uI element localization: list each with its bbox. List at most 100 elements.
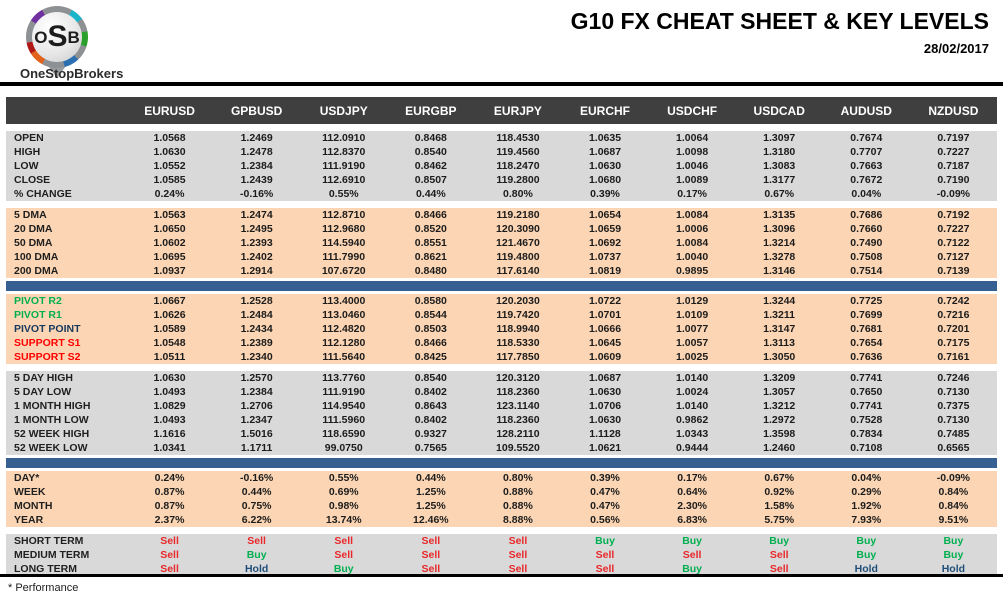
- cell-close-eurgbp: 0.8507: [414, 174, 447, 186]
- cell-5-dma-usdcad: 1.3135: [763, 209, 796, 221]
- cell-5-day-low-usdcad: 1.3057: [763, 386, 796, 398]
- cell-open-audusd: 0.7674: [850, 132, 883, 144]
- row-close: CLOSE 1.0585 1.2439 112.6910 0.8507 119.2800 1…: [6, 173, 997, 187]
- cell-month-eurusd: 0.87%: [154, 500, 185, 512]
- section-pivots: PIVOT R2 1.0667 1.2528 113.4000 0.8580 120.20…: [6, 294, 997, 364]
- cell-1-month-low-eurgbp: 0.8402: [414, 414, 447, 426]
- cell-20-dma-nzdusd: 0.7227: [937, 223, 970, 235]
- cell-low-usdcad: 1.3083: [763, 160, 796, 172]
- cell-week-nzdusd: 0.84%: [938, 486, 969, 498]
- cell-5-day-low-eurchf: 1.0630: [588, 386, 622, 398]
- row-label-1-month-high: 1 MONTH HIGH: [14, 400, 91, 412]
- cell-50-dma-usdjpy: 114.5940: [322, 237, 366, 249]
- cell-pivot-r2-eurgbp: 0.8580: [414, 295, 447, 307]
- cell-pivot-point-nzdusd: 0.7201: [937, 323, 970, 335]
- cell-pivot-point-eurjpy: 118.9940: [496, 323, 540, 335]
- cell-support-s1-eurgbp: 0.8466: [414, 337, 447, 349]
- cell-close-gpbusd: 1.2439: [240, 174, 273, 186]
- cell-pivot-r1-usdcad: 1.3211: [763, 309, 795, 321]
- cell-month-eurjpy: 0.88%: [503, 500, 533, 512]
- cell-change-usdchf: 0.17%: [677, 188, 707, 200]
- cell-close-audusd: 0.7672: [850, 174, 883, 186]
- cell-year-nzdusd: 9.51%: [938, 514, 969, 526]
- cell-short-term-usdjpy: Sell: [334, 535, 354, 547]
- cell-50-dma-eurusd: 1.0602: [153, 237, 186, 249]
- cell-20-dma-eurgbp: 0.8520: [414, 223, 447, 235]
- row-label-5-day-high: 5 DAY HIGH: [14, 372, 73, 384]
- cell-change-eurjpy: 0.80%: [503, 188, 533, 200]
- cell-5-dma-eurgbp: 0.8466: [414, 209, 447, 221]
- cell-support-s1-nzdusd: 0.7175: [937, 337, 970, 349]
- row-year: YEAR 2.37% 6.22% 13.74% 12.46% 8.88% 0.56% 6.83…: [6, 513, 997, 527]
- cell-support-s2-eurchf: 1.0609: [588, 351, 622, 363]
- cell-5-day-high-eurchf: 1.0687: [588, 372, 622, 384]
- cell-100-dma-usdcad: 1.3278: [763, 251, 796, 263]
- cell-support-s2-eurjpy: 117.7850: [496, 351, 540, 363]
- cell-month-eurgbp: 1.25%: [415, 500, 446, 512]
- cell-5-day-high-usdcad: 1.3209: [763, 372, 796, 384]
- row-20-dma: 20 DMA 1.0650 1.2495 112.9680 0.8520 120.3090…: [6, 222, 997, 236]
- cell-year-usdchf: 6.83%: [677, 514, 707, 526]
- table-header-row: EURUSD GPBUSD USDJPY EURGBP EURJPY EURCHF USDC…: [6, 97, 997, 124]
- cell-50-dma-eurchf: 1.0692: [588, 237, 622, 249]
- cell-short-term-gpbusd: Sell: [247, 535, 266, 547]
- cell-1-month-high-eurjpy: 123.1140: [496, 400, 540, 412]
- cell-support-s1-audusd: 0.7654: [850, 337, 883, 349]
- column-header-eurchf: EURCHF: [580, 103, 631, 118]
- cell-open-eurjpy: 118.4530: [496, 132, 540, 144]
- cell-high-eurjpy: 119.4560: [496, 146, 540, 158]
- cell-week-eurchf: 0.47%: [590, 486, 620, 498]
- cell-200-dma-usdchf: 0.9895: [676, 265, 709, 277]
- cell-low-audusd: 0.7663: [850, 160, 883, 172]
- cell-long-term-eurchf: Sell: [595, 563, 615, 575]
- cell-5-day-low-eurjpy: 118.2360: [496, 386, 540, 398]
- cell-long-term-eurgbp: Sell: [421, 563, 441, 575]
- section-gap: [6, 124, 997, 131]
- cell-change-usdjpy: 0.55%: [328, 188, 359, 200]
- cell-pivot-r2-usdcad: 1.3244: [763, 295, 796, 307]
- cell-high-eurgbp: 0.8540: [414, 146, 447, 158]
- cell-medium-term-usdchf: Sell: [682, 549, 702, 561]
- cell-close-eurchf: 1.0680: [588, 174, 622, 186]
- cell-pivot-r1-eurusd: 1.0626: [153, 309, 186, 321]
- row-label-day: DAY*: [14, 472, 40, 484]
- row-support-s2: SUPPORT S2 1.0511 1.2340 111.5640 0.8425 117.…: [6, 350, 997, 364]
- cell-low-gpbusd: 1.2384: [240, 160, 273, 172]
- row-month: MONTH 0.87% 0.75% 0.98% 1.25% 0.88% 0.47% 2.30%…: [6, 499, 997, 513]
- cell-week-audusd: 0.29%: [851, 486, 882, 498]
- cell-50-dma-gpbusd: 1.2393: [240, 237, 273, 249]
- cell-high-eurchf: 1.0687: [588, 146, 622, 158]
- cell-open-usdjpy: 112.0910: [322, 132, 366, 144]
- cell-pivot-point-eurgbp: 0.8503: [414, 323, 447, 335]
- row-open: OPEN 1.0568 1.2469 112.0910 0.8468 118.4530 1.…: [6, 131, 997, 145]
- column-header-audusd: AUDUSD: [840, 103, 892, 118]
- cell-pivot-r1-usdjpy: 113.0460: [322, 309, 366, 321]
- row-label-20-dma: 20 DMA: [14, 223, 53, 235]
- cell-1-month-low-usdjpy: 111.5960: [322, 414, 366, 426]
- cell-1-month-high-eurchf: 1.0706: [588, 400, 622, 412]
- cell-short-term-usdcad: Buy: [769, 535, 790, 547]
- cell-long-term-audusd: Hold: [854, 563, 878, 575]
- cell-support-s2-audusd: 0.7636: [850, 351, 883, 363]
- cell-pivot-r2-eurusd: 1.0667: [153, 295, 186, 307]
- section-signals: SHORT TERM Sell Sell Sell Sell Sell Buy Buy Buy B…: [6, 534, 997, 576]
- cell-high-nzdusd: 0.7227: [937, 146, 970, 158]
- cell-open-eurusd: 1.0568: [153, 132, 186, 144]
- cell-change-usdcad: 0.67%: [764, 188, 795, 200]
- row-100-dma: 100 DMA 1.0695 1.2402 111.7990 0.8621 119.480…: [6, 250, 997, 264]
- row-label-52-week-high: 52 WEEK HIGH: [14, 428, 90, 440]
- cell-5-day-high-usdchf: 1.0140: [676, 372, 709, 384]
- row-label-pivot-r2: PIVOT R2: [14, 295, 62, 307]
- cell-5-dma-gpbusd: 1.2474: [240, 209, 273, 221]
- cell-20-dma-audusd: 0.7660: [850, 223, 883, 235]
- cell-open-eurgbp: 0.8468: [414, 132, 447, 144]
- cell-low-usdchf: 1.0046: [676, 160, 709, 172]
- cell-5-dma-audusd: 0.7686: [850, 209, 883, 221]
- cell-short-term-eurchf: Buy: [595, 535, 615, 547]
- row-label-open: OPEN: [14, 132, 44, 144]
- row-pivot-point: PIVOT POINT 1.0589 1.2434 112.4820 0.8503 118…: [6, 322, 997, 336]
- row-label-52-week-low: 52 WEEK LOW: [14, 442, 88, 454]
- cell-open-gpbusd: 1.2469: [240, 132, 273, 144]
- logo-letter-s: S: [47, 20, 68, 53]
